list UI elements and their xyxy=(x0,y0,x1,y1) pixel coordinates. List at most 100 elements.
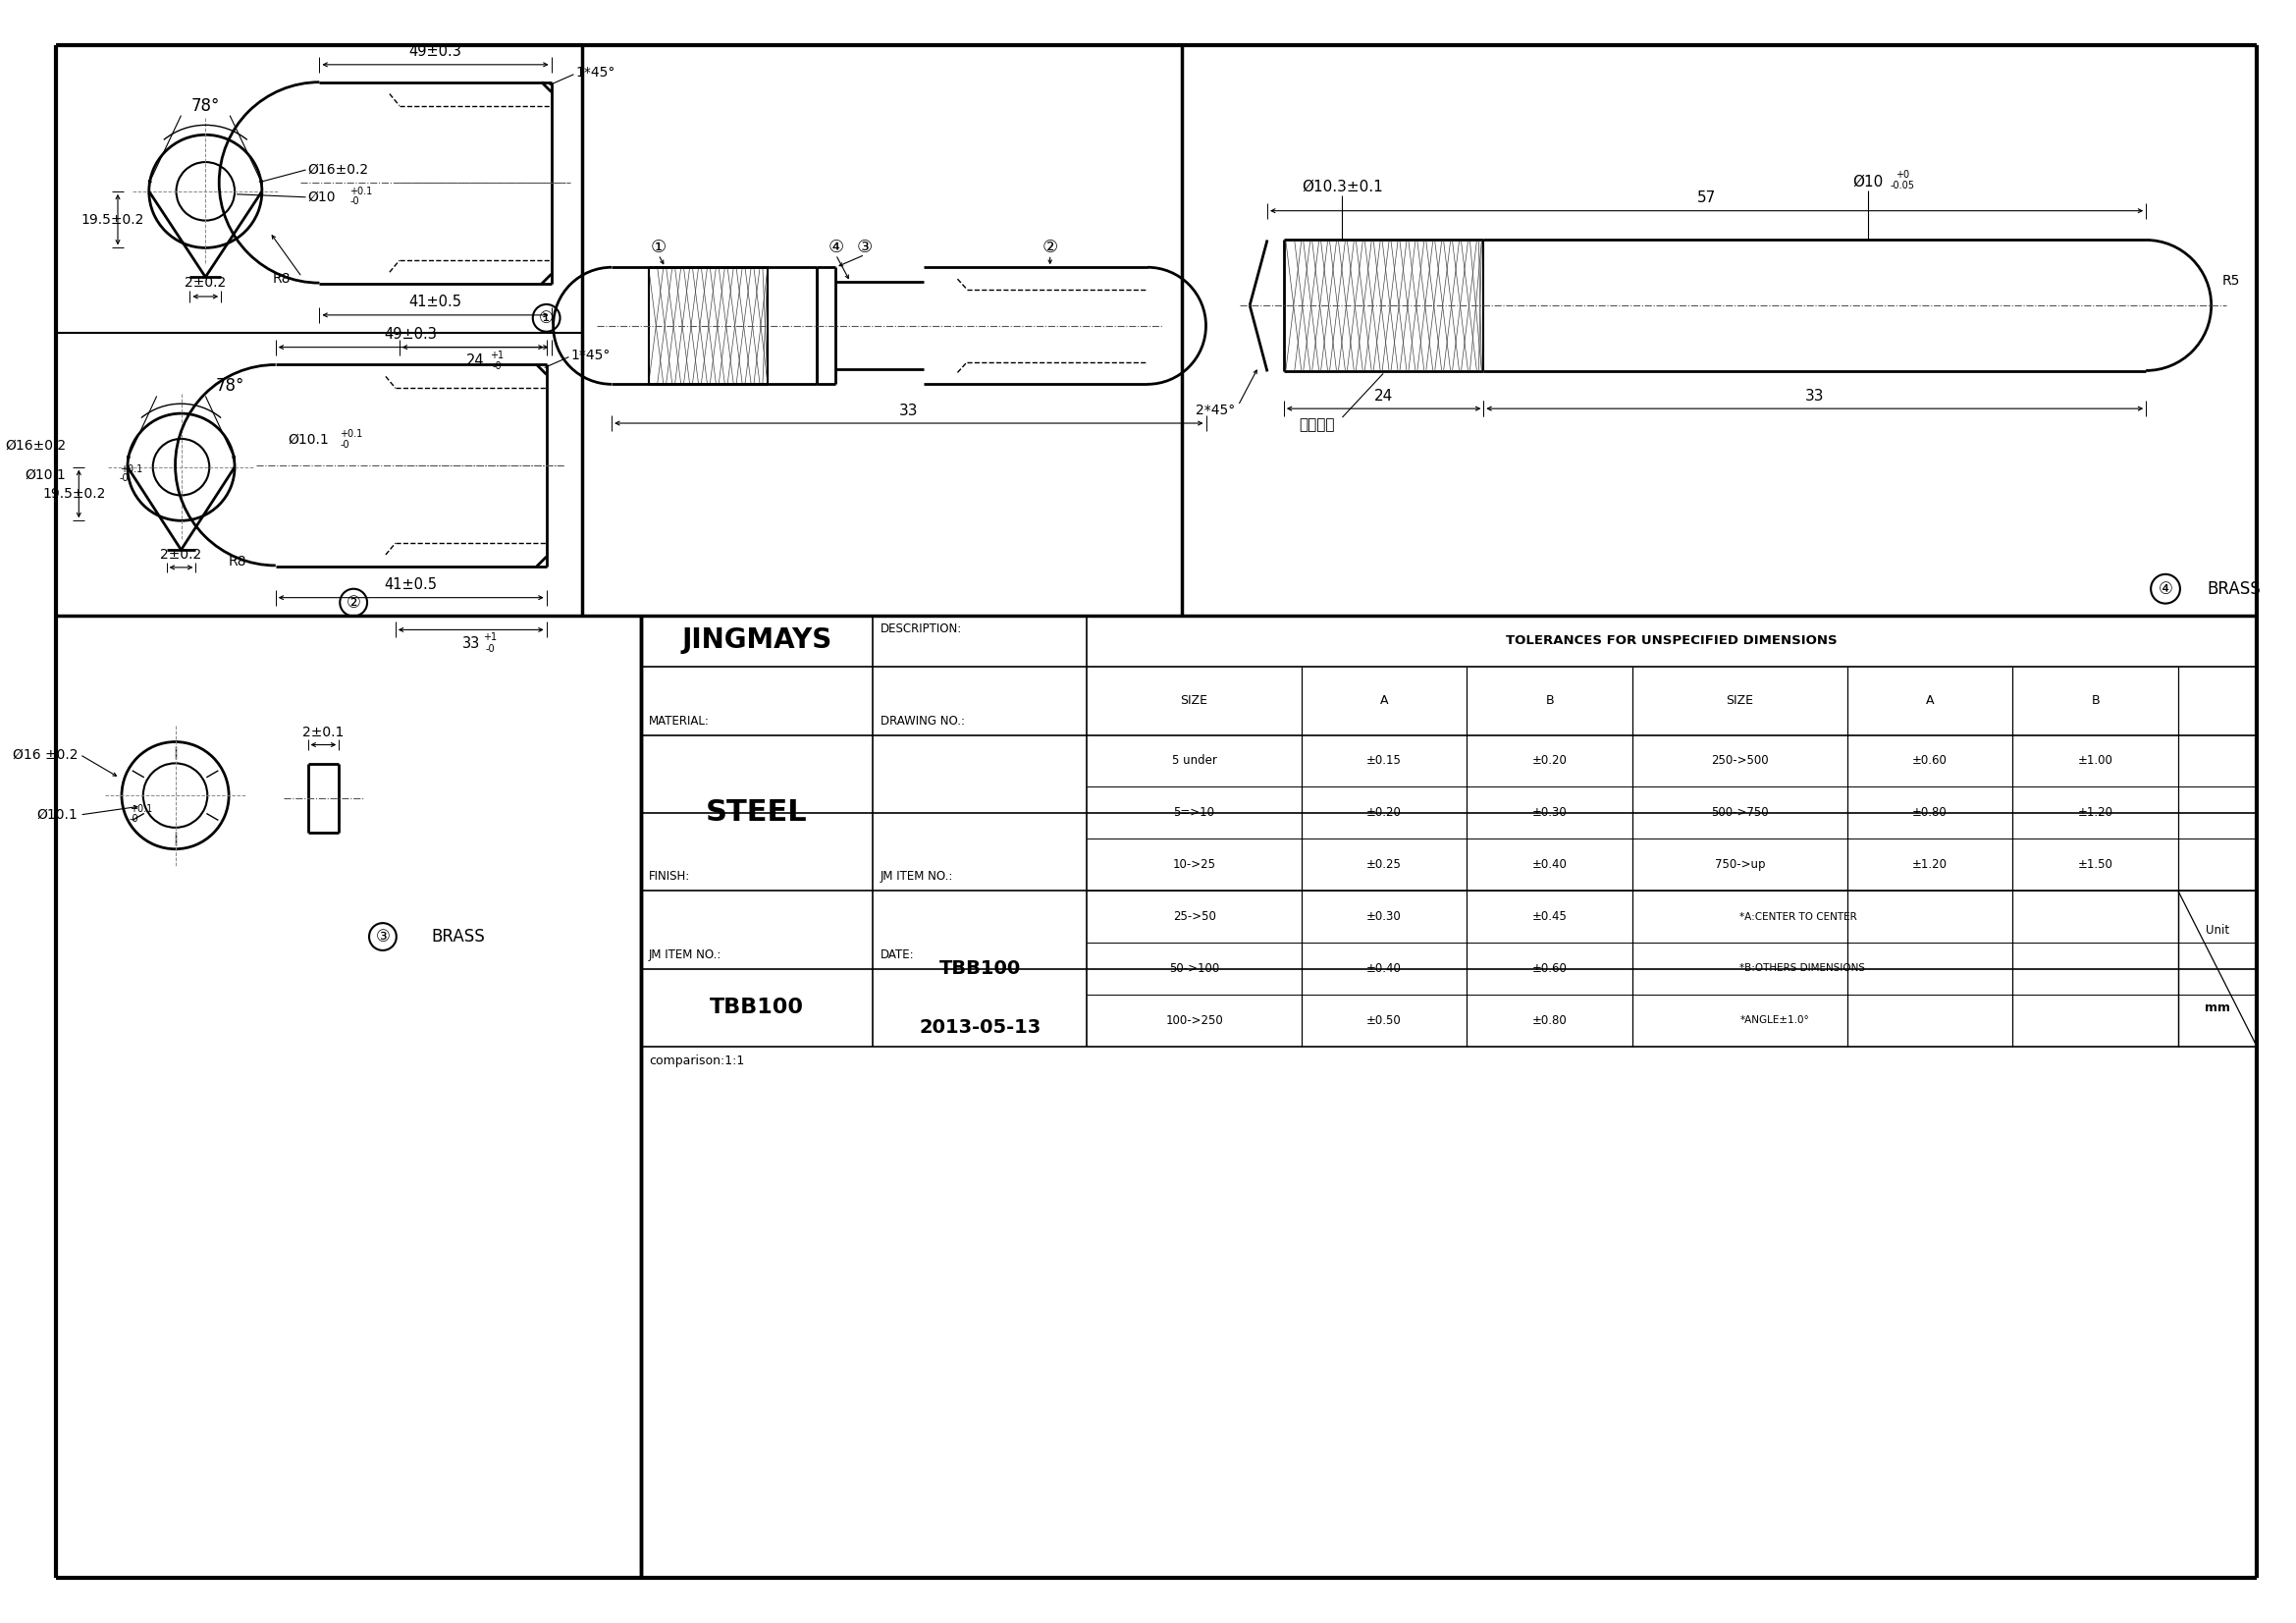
Text: ±0.60: ±0.60 xyxy=(1913,755,1947,768)
Text: R8: R8 xyxy=(227,555,246,568)
Text: ±0.50: ±0.50 xyxy=(1366,1014,1403,1027)
Text: 19.5±0.2: 19.5±0.2 xyxy=(80,213,145,227)
Text: 33: 33 xyxy=(900,403,918,417)
Text: R8: R8 xyxy=(271,273,289,286)
Text: +1: +1 xyxy=(489,351,503,360)
Text: 波纹滚花: 波纹滚花 xyxy=(1300,417,1334,432)
Text: SIZE: SIZE xyxy=(1180,695,1208,708)
Text: 78°: 78° xyxy=(191,97,220,114)
Text: Unit: Unit xyxy=(2206,923,2229,936)
Text: *A:CENTER TO CENTER: *A:CENTER TO CENTER xyxy=(1740,912,1857,922)
Text: ±0.20: ±0.20 xyxy=(1531,755,1568,768)
Text: 1*45°: 1*45° xyxy=(576,65,615,80)
Text: ④: ④ xyxy=(2158,579,2172,597)
Text: ±0.25: ±0.25 xyxy=(1366,859,1403,872)
Text: ±0.40: ±0.40 xyxy=(1366,962,1403,975)
Text: Ø16 ±0.2: Ø16 ±0.2 xyxy=(11,748,78,761)
Text: ④: ④ xyxy=(829,239,843,256)
Text: 750->up: 750->up xyxy=(1715,859,1766,872)
Text: +0.1: +0.1 xyxy=(129,803,152,815)
Text: TBB100: TBB100 xyxy=(709,998,804,1018)
Text: 2±0.1: 2±0.1 xyxy=(303,725,344,738)
Text: ③: ③ xyxy=(377,928,390,946)
Text: 100->250: 100->250 xyxy=(1166,1014,1224,1027)
Text: 57: 57 xyxy=(1697,192,1715,206)
Text: -0: -0 xyxy=(487,644,496,654)
Text: ±0.45: ±0.45 xyxy=(1531,911,1568,923)
Text: Ø10.1: Ø10.1 xyxy=(25,467,67,482)
Text: 78°: 78° xyxy=(216,377,243,394)
Text: R5: R5 xyxy=(2223,274,2241,287)
Text: ②: ② xyxy=(1042,239,1058,256)
Text: MATERIAL:: MATERIAL: xyxy=(650,714,709,727)
Text: TBB100: TBB100 xyxy=(939,959,1022,979)
Text: +0.1: +0.1 xyxy=(119,464,142,474)
Text: ±0.80: ±0.80 xyxy=(1531,1014,1568,1027)
Text: 24: 24 xyxy=(1375,388,1394,403)
Text: Ø10.1: Ø10.1 xyxy=(289,433,328,446)
Text: 5=>10: 5=>10 xyxy=(1173,807,1215,820)
Text: ③: ③ xyxy=(856,239,872,256)
Text: 49±0.3: 49±0.3 xyxy=(409,44,461,60)
Text: 19.5±0.2: 19.5±0.2 xyxy=(41,487,106,502)
Text: 2±0.2: 2±0.2 xyxy=(161,549,202,562)
Text: ±1.50: ±1.50 xyxy=(2078,859,2112,872)
Text: STEEL: STEEL xyxy=(705,799,808,828)
Text: TOLERANCES FOR UNSPECIFIED DIMENSIONS: TOLERANCES FOR UNSPECIFIED DIMENSIONS xyxy=(1506,635,1837,648)
Text: Ø16±0.2: Ø16±0.2 xyxy=(5,438,67,453)
Text: 500->750: 500->750 xyxy=(1711,807,1768,820)
Text: JM ITEM NO.:: JM ITEM NO.: xyxy=(882,870,953,883)
Text: ±1.00: ±1.00 xyxy=(2078,755,2112,768)
Text: *ANGLE±1.0°: *ANGLE±1.0° xyxy=(1740,1016,1809,1026)
Text: 2±0.2: 2±0.2 xyxy=(184,276,227,291)
Text: -0: -0 xyxy=(349,196,358,206)
Text: -0.05: -0.05 xyxy=(1890,180,1915,190)
Text: DATE:: DATE: xyxy=(882,948,914,961)
Text: -0: -0 xyxy=(119,472,129,482)
Text: Ø16±0.2: Ø16±0.2 xyxy=(308,162,370,177)
Text: 5 under: 5 under xyxy=(1171,755,1217,768)
Text: 2013-05-13: 2013-05-13 xyxy=(918,1018,1040,1037)
Text: SIZE: SIZE xyxy=(1727,695,1754,708)
Text: ±0.30: ±0.30 xyxy=(1366,911,1403,923)
Text: ±0.20: ±0.20 xyxy=(1366,807,1403,820)
Text: ±0.15: ±0.15 xyxy=(1366,755,1403,768)
Text: B: B xyxy=(2092,695,2099,708)
Text: A: A xyxy=(1926,695,1933,708)
Text: B: B xyxy=(1545,695,1554,708)
Text: ±0.30: ±0.30 xyxy=(1531,807,1568,820)
Text: 1*45°: 1*45° xyxy=(572,347,611,362)
Text: ±1.20: ±1.20 xyxy=(2078,807,2112,820)
Text: DESCRIPTION:: DESCRIPTION: xyxy=(882,623,962,636)
Text: ±1.20: ±1.20 xyxy=(1913,859,1947,872)
Text: A: A xyxy=(1380,695,1389,708)
Text: +0: +0 xyxy=(1896,170,1910,180)
Text: -0: -0 xyxy=(340,440,349,450)
Text: ±0.60: ±0.60 xyxy=(1531,962,1568,975)
Text: ①: ① xyxy=(650,239,666,256)
Text: Ø10.3±0.1: Ø10.3±0.1 xyxy=(1302,179,1382,193)
Text: 49±0.3: 49±0.3 xyxy=(383,328,439,342)
Text: FINISH:: FINISH: xyxy=(650,870,691,883)
Text: ±0.40: ±0.40 xyxy=(1531,859,1568,872)
Text: +0.1: +0.1 xyxy=(349,187,372,196)
Text: JM ITEM NO.:: JM ITEM NO.: xyxy=(650,948,721,961)
Text: BRASS: BRASS xyxy=(2206,579,2262,597)
Text: 2*45°: 2*45° xyxy=(1196,404,1235,417)
Text: *B:OTHERS DIMENSIONS: *B:OTHERS DIMENSIONS xyxy=(1740,964,1864,974)
Text: DRAWING NO.:: DRAWING NO.: xyxy=(882,714,964,727)
Text: ±0.80: ±0.80 xyxy=(1913,807,1947,820)
Text: -0: -0 xyxy=(491,362,501,372)
Text: Ø10: Ø10 xyxy=(308,190,335,204)
Text: 41±0.5: 41±0.5 xyxy=(409,295,461,310)
Text: Ø10.1: Ø10.1 xyxy=(37,808,78,821)
Text: 25->50: 25->50 xyxy=(1173,911,1217,923)
Text: 24: 24 xyxy=(466,354,484,368)
Text: JINGMAYS: JINGMAYS xyxy=(682,626,831,654)
Text: mm: mm xyxy=(2204,1001,2229,1014)
Text: BRASS: BRASS xyxy=(432,928,484,946)
Text: -0: -0 xyxy=(129,813,140,824)
Text: ①: ① xyxy=(540,308,553,326)
Text: 50->100: 50->100 xyxy=(1169,962,1219,975)
Text: ②: ② xyxy=(347,594,360,612)
